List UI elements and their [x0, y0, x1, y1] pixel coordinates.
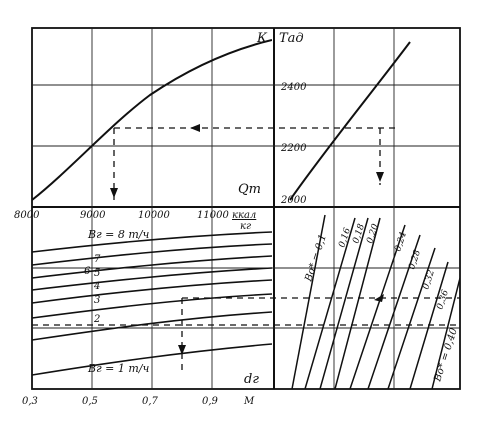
d-tick-0-3: 0,3: [22, 396, 38, 407]
d-tick-0-5: 0,5: [82, 396, 98, 407]
arrow-heads: [110, 124, 384, 355]
br-label-3: 3: [94, 295, 100, 306]
arrow-left-1: [190, 124, 200, 132]
br-curve-3: [32, 293, 272, 319]
bo-line-0-1: [291, 214, 326, 389]
d-tick-0-9: 0,9: [202, 396, 219, 407]
br-label-5: 5: [94, 268, 100, 279]
tad-label: Тад: [279, 31, 304, 46]
unit-kg: кг: [240, 221, 251, 232]
bo-label-0-20: 0,20: [365, 223, 381, 245]
bo-line-0-24: [349, 224, 406, 389]
bo-line-0-40: [431, 277, 460, 389]
br-label-4: 4: [93, 281, 100, 292]
br-curve-1: [32, 343, 272, 376]
br-bottom-label: Вг = 1 т/ч: [87, 362, 149, 375]
bo-line-0-18: [319, 217, 369, 389]
qt-label: Qт: [238, 182, 261, 197]
arrow-down-2: [376, 172, 384, 182]
arrow-bo: [374, 294, 384, 302]
br-curves: [32, 231, 272, 376]
br-curve-labels: 7 6 5 4 3 2: [84, 254, 101, 325]
br-curve-7: [32, 243, 272, 266]
q-tick-9000: 9000: [80, 210, 106, 221]
q-tick-8000: 8000: [14, 210, 40, 221]
d-tick-0-7: 0,7: [142, 396, 159, 407]
bo-line-0-20: [334, 217, 381, 389]
dr-label: dг: [244, 372, 259, 387]
bo-first-label: Во* = 0,1: [303, 233, 329, 284]
br-label-7: 7: [94, 254, 101, 265]
q-tick-11000: 11000: [197, 210, 229, 221]
outer-frame: [31, 27, 461, 390]
unit-kcal: ккал: [232, 210, 256, 221]
arrow-down-1: [110, 188, 118, 198]
t-tick-2200: 2200: [280, 143, 307, 154]
bo-line-0-16: [304, 217, 356, 389]
br-label-6: 6: [84, 266, 91, 277]
br-curve-4: [32, 279, 272, 304]
k-curve: [32, 39, 272, 201]
bo-line-0-32: [387, 247, 436, 389]
grid-top-right: [274, 28, 460, 207]
bo-line-0-28: [367, 234, 421, 389]
br-label-2: 2: [93, 314, 100, 325]
k-label: К: [256, 31, 268, 46]
tad-line: [289, 41, 411, 201]
d-tick-m: М: [243, 396, 255, 407]
br-top-label: Вг = 8 т/ч: [87, 228, 149, 241]
arrow-down-3: [178, 345, 186, 355]
br-curve-5: [32, 267, 272, 291]
q-tick-10000: 10000: [138, 210, 170, 221]
bo-last-label: Во* = 0,40: [432, 326, 460, 384]
t-tick-2400: 2400: [280, 82, 307, 93]
br-curve-6: [32, 255, 272, 279]
grid-top-left: [32, 28, 274, 207]
bo-label-0-32: 0,32: [421, 269, 437, 291]
bo-label-0-24: 0,24: [393, 231, 409, 253]
br-curve-8: [32, 231, 272, 253]
bo-label-0-36: 0,36: [435, 289, 451, 311]
t-tick-2000: 2000: [280, 195, 307, 206]
bo-label-0-16: 0,16: [337, 227, 353, 249]
